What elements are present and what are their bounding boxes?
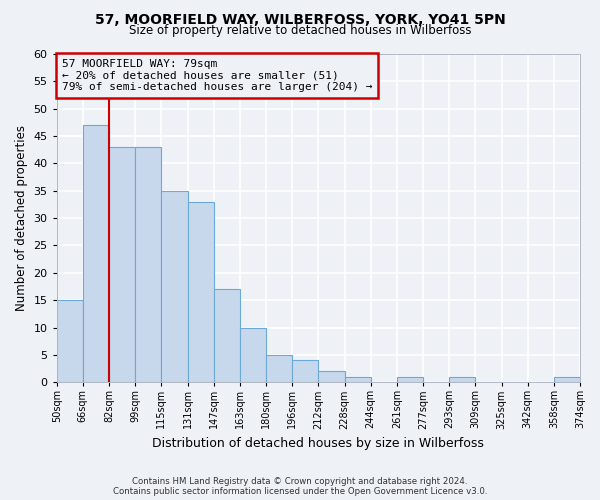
Bar (240, 328, 266, 382)
Bar (83, 125, 109, 382)
Bar (344, 377, 371, 382)
Bar (161, 191, 188, 382)
Bar (397, 377, 423, 382)
Bar (266, 355, 292, 382)
Bar (449, 377, 475, 382)
Text: Size of property relative to detached houses in Wilberfoss: Size of property relative to detached ho… (129, 24, 471, 37)
Bar (57, 300, 83, 382)
Text: 57 MOORFIELD WAY: 79sqm
← 20% of detached houses are smaller (51)
79% of semi-de: 57 MOORFIELD WAY: 79sqm ← 20% of detache… (62, 59, 373, 92)
Bar (135, 147, 161, 382)
Bar (188, 202, 214, 382)
Text: Contains HM Land Registry data © Crown copyright and database right 2024.
Contai: Contains HM Land Registry data © Crown c… (113, 476, 487, 496)
Bar (214, 289, 240, 382)
Bar (292, 360, 319, 382)
Text: 57, MOORFIELD WAY, WILBERFOSS, YORK, YO41 5PN: 57, MOORFIELD WAY, WILBERFOSS, YORK, YO4… (95, 12, 505, 26)
Bar (554, 377, 580, 382)
Bar (319, 372, 344, 382)
X-axis label: Distribution of detached houses by size in Wilberfoss: Distribution of detached houses by size … (152, 437, 484, 450)
Bar (109, 147, 135, 382)
Y-axis label: Number of detached properties: Number of detached properties (15, 125, 28, 311)
